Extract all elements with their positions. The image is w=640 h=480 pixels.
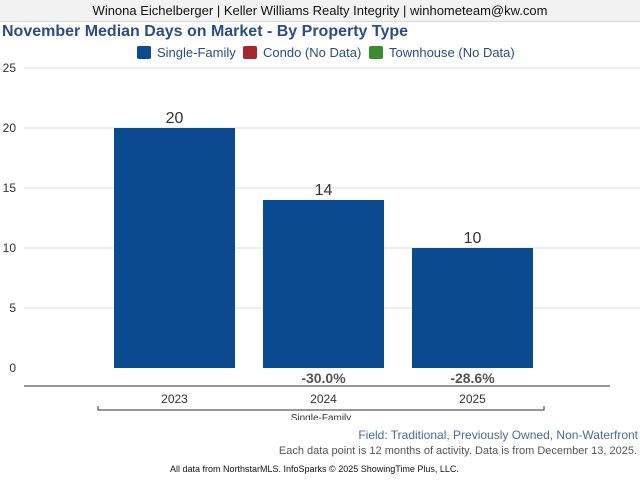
data-note: Each data point is 12 months of activity… [278, 445, 637, 457]
legend-swatch [369, 46, 383, 59]
bar-value-label: 20 [166, 110, 184, 127]
legend-label: Townhouse (No Data) [389, 45, 515, 60]
agent-header: Winona Eichelberger | Keller Williams Re… [0, 0, 640, 22]
chart-legend: Single-Family Condo (No Data) Townhouse … [0, 45, 640, 63]
bar-value-label: 10 [464, 230, 482, 247]
source-note: All data from NorthstarMLS. InfoSparks ©… [170, 464, 459, 474]
legend-swatch [137, 46, 151, 59]
y-tick-label: 20 [3, 121, 17, 135]
x-tick-label: 2025 [459, 392, 486, 406]
legend-item-townhouse[interactable]: Townhouse (No Data) [369, 45, 515, 61]
change-label: -30.0% [301, 370, 346, 386]
legend-item-single-family[interactable]: Single-Family [137, 45, 236, 61]
x-tick-label: 2023 [161, 392, 188, 406]
field-note: Field: Traditional, Previously Owned, No… [358, 428, 638, 442]
bar-single-family-2023 [114, 128, 235, 368]
bar-single-family-2024 [263, 200, 384, 368]
y-tick-label: 15 [3, 181, 17, 195]
legend-item-condo[interactable]: Condo (No Data) [243, 45, 361, 61]
y-tick-label: 25 [3, 61, 17, 75]
y-tick-label: 10 [3, 241, 17, 255]
legend-swatch [243, 46, 257, 59]
group-bracket [97, 406, 545, 411]
group-label: Single-Family [291, 413, 352, 420]
x-tick-label: 2024 [310, 392, 337, 406]
chart-title: November Median Days on Market - By Prop… [2, 23, 409, 40]
chart-plot: 051015202520202314-30.0%202410-28.6%2025… [3, 61, 640, 420]
bar-single-family-2025 [412, 248, 533, 368]
legend-label: Single-Family [157, 45, 236, 60]
change-label: -28.6% [450, 370, 495, 386]
legend-label: Condo (No Data) [263, 45, 362, 60]
y-tick-label: 5 [9, 301, 16, 315]
bar-value-label: 14 [315, 182, 333, 199]
y-tick-label: 0 [9, 361, 16, 375]
